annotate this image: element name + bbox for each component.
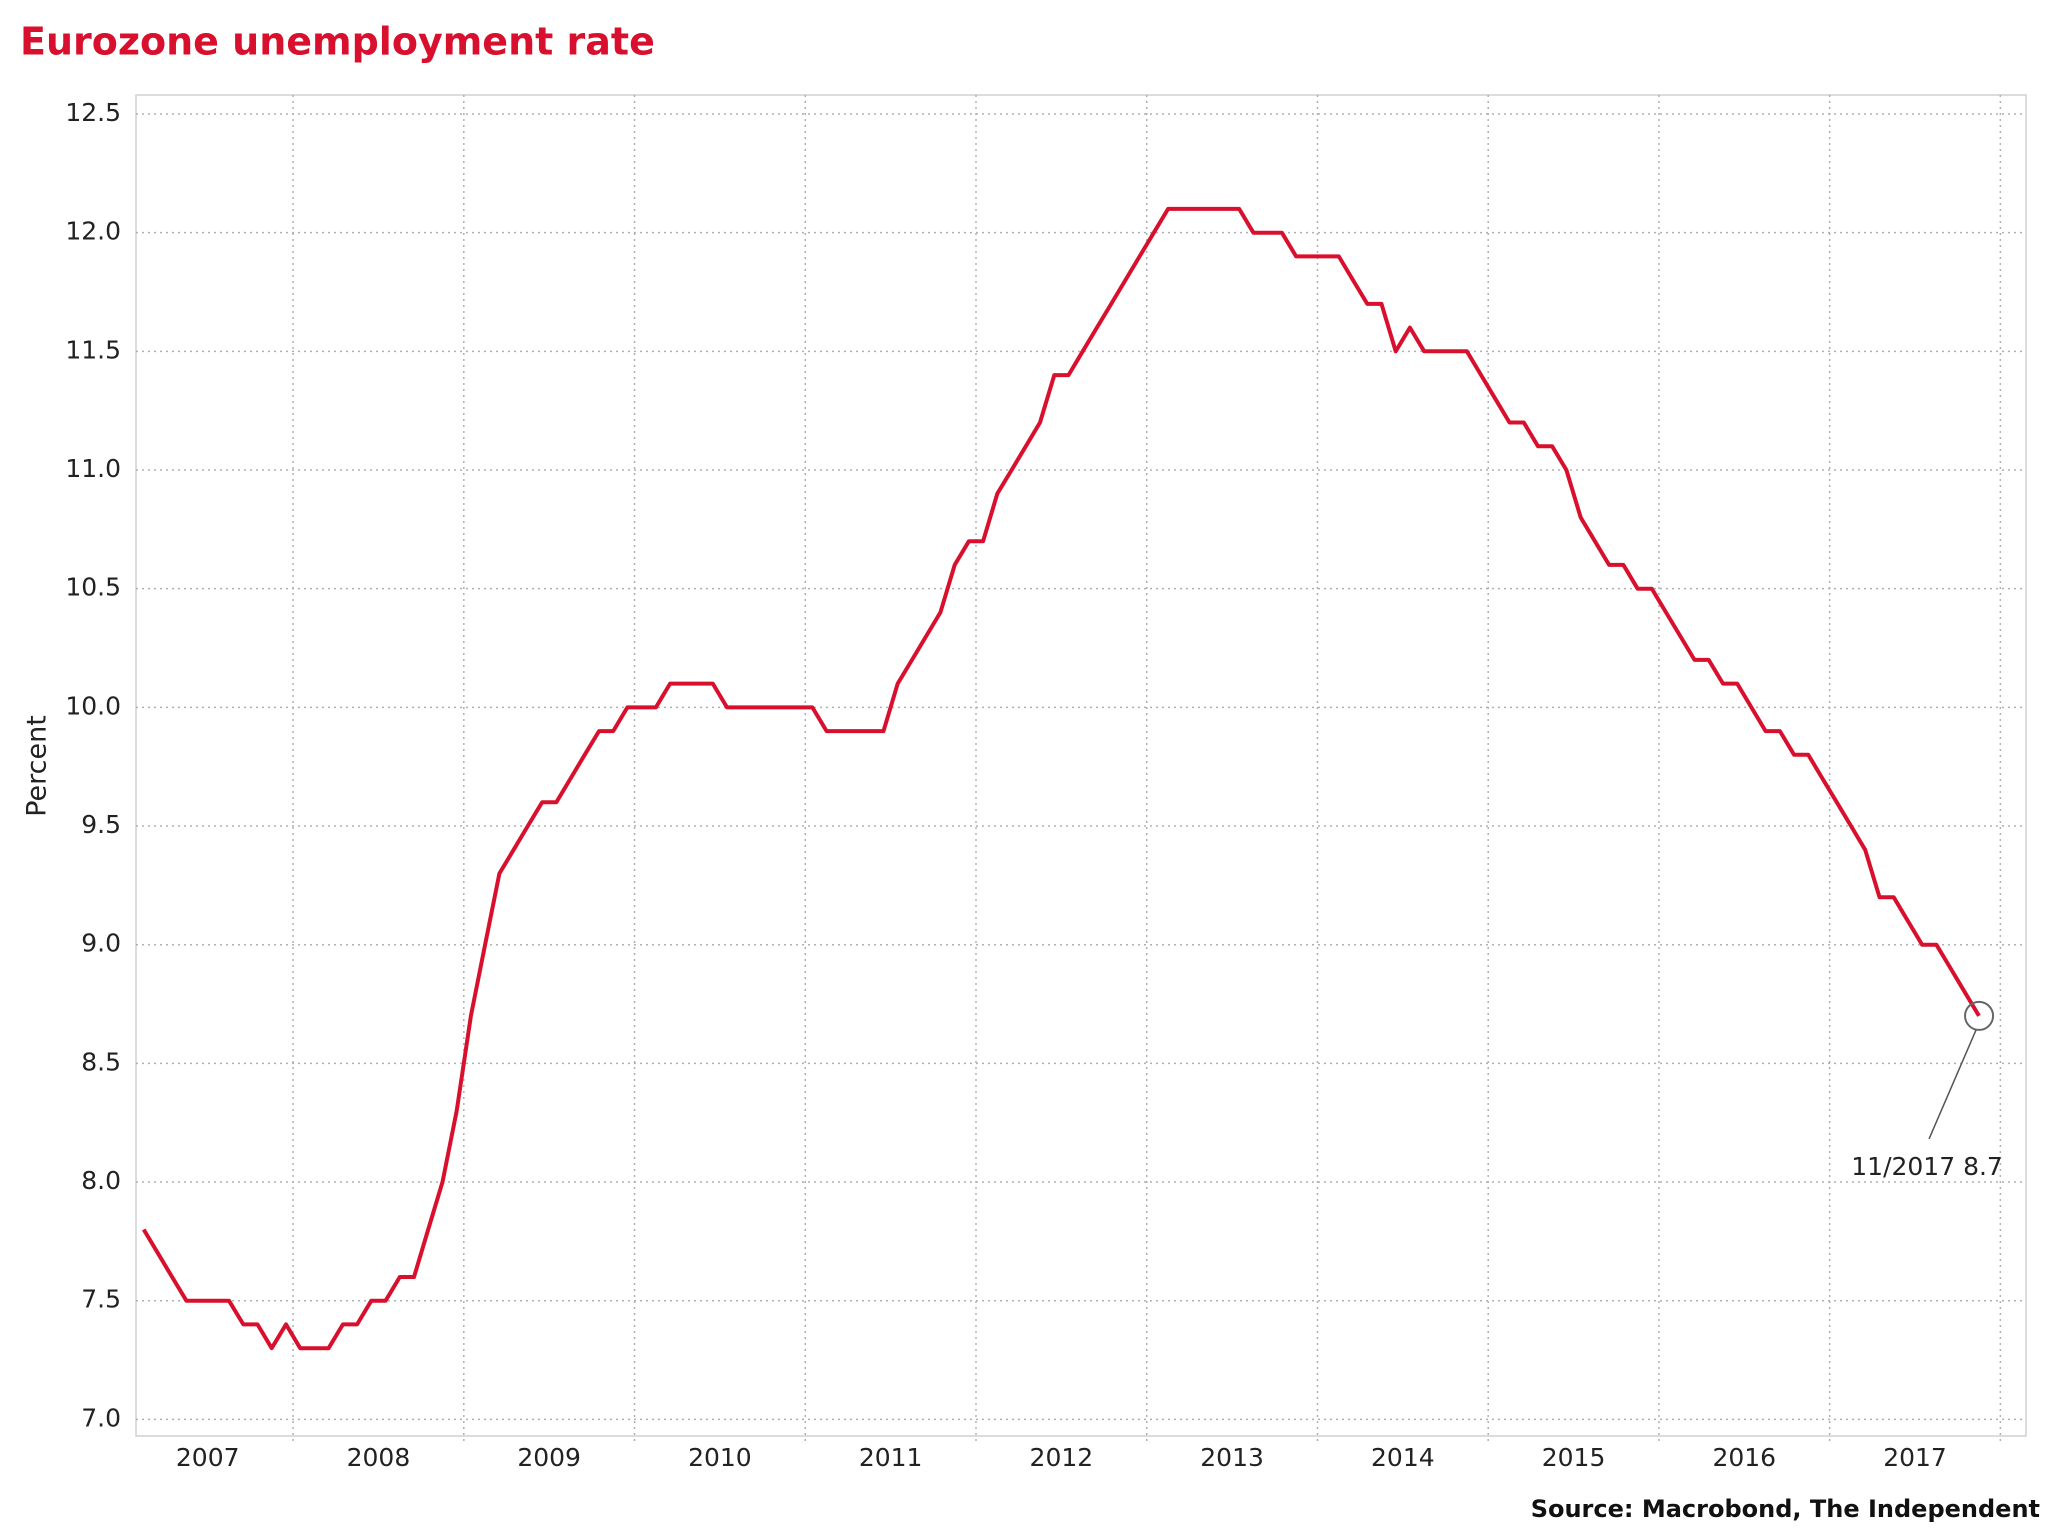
annotation-leader: [1928, 1029, 1977, 1140]
y-tick-label: 12.5: [65, 98, 121, 127]
x-tick-label: 2011: [859, 1443, 923, 1472]
annotation-marker: [1964, 1000, 1995, 1031]
x-tick-label: 2013: [1200, 1443, 1264, 1472]
x-tick-label: 2015: [1542, 1443, 1606, 1472]
source: Source: Macrobond, The Independent: [1531, 1495, 2040, 1523]
x-tick-label: 2008: [347, 1443, 411, 1472]
annotation: 11/2017 8.7: [1851, 1152, 2003, 1181]
x-tick-label: 2012: [1030, 1443, 1094, 1472]
y-tick-label: 7.5: [81, 1285, 121, 1314]
y-tick-label: 11.0: [65, 454, 121, 483]
chart-title: Eurozone unemployment rate: [20, 20, 655, 64]
x-tick-label: 2017: [1883, 1443, 1947, 1472]
y-tick-label: 8.5: [81, 1047, 121, 1076]
x-tick-label: 2007: [176, 1443, 240, 1472]
y-tick-label: 9.5: [81, 810, 121, 839]
x-tick-label: 2009: [517, 1443, 581, 1472]
y-tick-label: 10.5: [65, 573, 121, 602]
y-tick-label: 8.0: [81, 1166, 121, 1195]
y-axis-label: Percent: [22, 715, 53, 817]
data-line: [141, 206, 1981, 1351]
y-tick-label: 7.0: [81, 1403, 121, 1432]
y-tick-label: 10.0: [65, 691, 121, 720]
x-tick-label: 2010: [688, 1443, 752, 1472]
y-tick-label: 9.0: [81, 929, 121, 958]
x-tick-label: 2014: [1371, 1443, 1435, 1472]
plot-frame: [135, 94, 2027, 1437]
y-tick-label: 11.5: [65, 335, 121, 364]
y-tick-label: 12.0: [65, 217, 121, 246]
x-tick-label: 2016: [1712, 1443, 1776, 1472]
